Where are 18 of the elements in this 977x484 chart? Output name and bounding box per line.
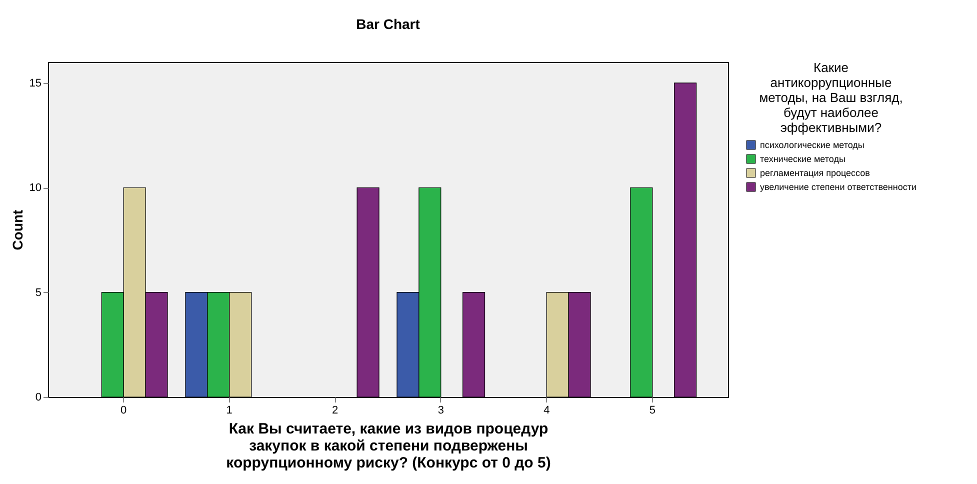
x-axis-title: Как Вы считаете, какие из видов процедур закупок в какой степени подвержены коррупционному риску? (Конкурс от 0 до 5) [226,420,551,472]
legend-label: увеличение степени ответственности [760,182,917,192]
y-tick-label: 0 [35,392,42,404]
y-tick-label: 5 [35,286,42,299]
y-axis-title: Count [9,209,26,250]
x-tick-label: 0 [120,404,127,416]
legend-label: психологические методы [760,140,864,150]
x-tick-label: 1 [226,404,232,416]
x-tick-label: 2 [332,404,338,416]
y-tick-label: 15 [29,77,42,90]
chart-title: Bar Chart [356,16,420,32]
legend-title: Какие антикоррупционные методы, на Ваш взгляд, будут наиболее эффективными? [759,60,903,135]
x-tick-label: 5 [649,404,656,416]
legend-label: технические методы [760,154,846,164]
y-tick-label: 10 [29,182,42,194]
legend-label: регламентация процессов [760,168,870,178]
x-tick-label: 4 [544,404,550,416]
x-tick-label: 3 [438,404,444,416]
